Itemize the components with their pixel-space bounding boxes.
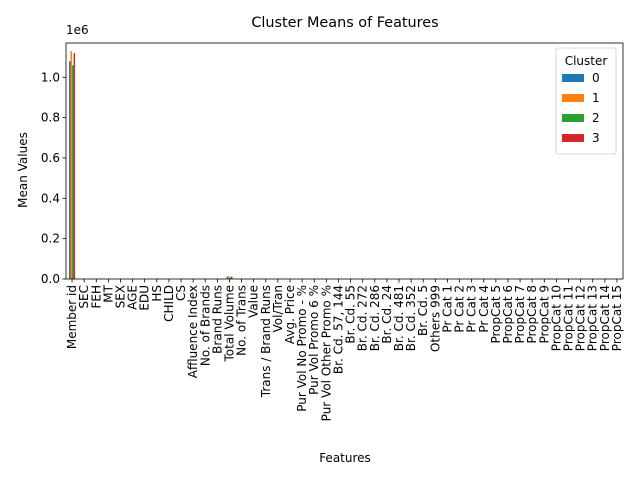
bar-cluster-1-14 [228, 276, 230, 279]
bar-cluster-3-1 [74, 53, 76, 279]
bar-cluster-1-1 [71, 51, 73, 279]
x-tick-label: PropCat 15 [610, 285, 624, 351]
legend-title: Cluster [565, 54, 608, 68]
legend-swatch-0 [562, 74, 584, 82]
legend: Cluster 0 1 2 3 [556, 48, 616, 154]
legend-label-3: 3 [592, 131, 600, 145]
legend-label-0: 0 [592, 71, 600, 85]
y-axis-label: Mean Values [16, 132, 30, 208]
legend-label-2: 2 [592, 111, 600, 125]
legend-swatch-2 [562, 114, 584, 122]
chart-title: Cluster Means of Features [251, 15, 438, 31]
legend-label-1: 1 [592, 91, 600, 105]
y-tick-label: 1.0 [41, 70, 60, 84]
y-tick-label: 0.0 [41, 272, 60, 286]
y-tick-label: 0.4 [41, 191, 60, 205]
y-tick-label: 0.2 [41, 232, 60, 246]
plot-area-frame [66, 43, 623, 279]
bar-cluster-2-1 [72, 65, 74, 279]
legend-swatch-1 [562, 94, 584, 102]
y-scale-label: 1e6 [66, 23, 89, 37]
x-axis-label: Features [319, 451, 371, 465]
y-tick-label: 0.6 [41, 151, 60, 165]
y-tick-label: 0.8 [41, 111, 60, 125]
bar-cluster-0-1 [69, 61, 71, 279]
legend-swatch-3 [562, 134, 584, 142]
